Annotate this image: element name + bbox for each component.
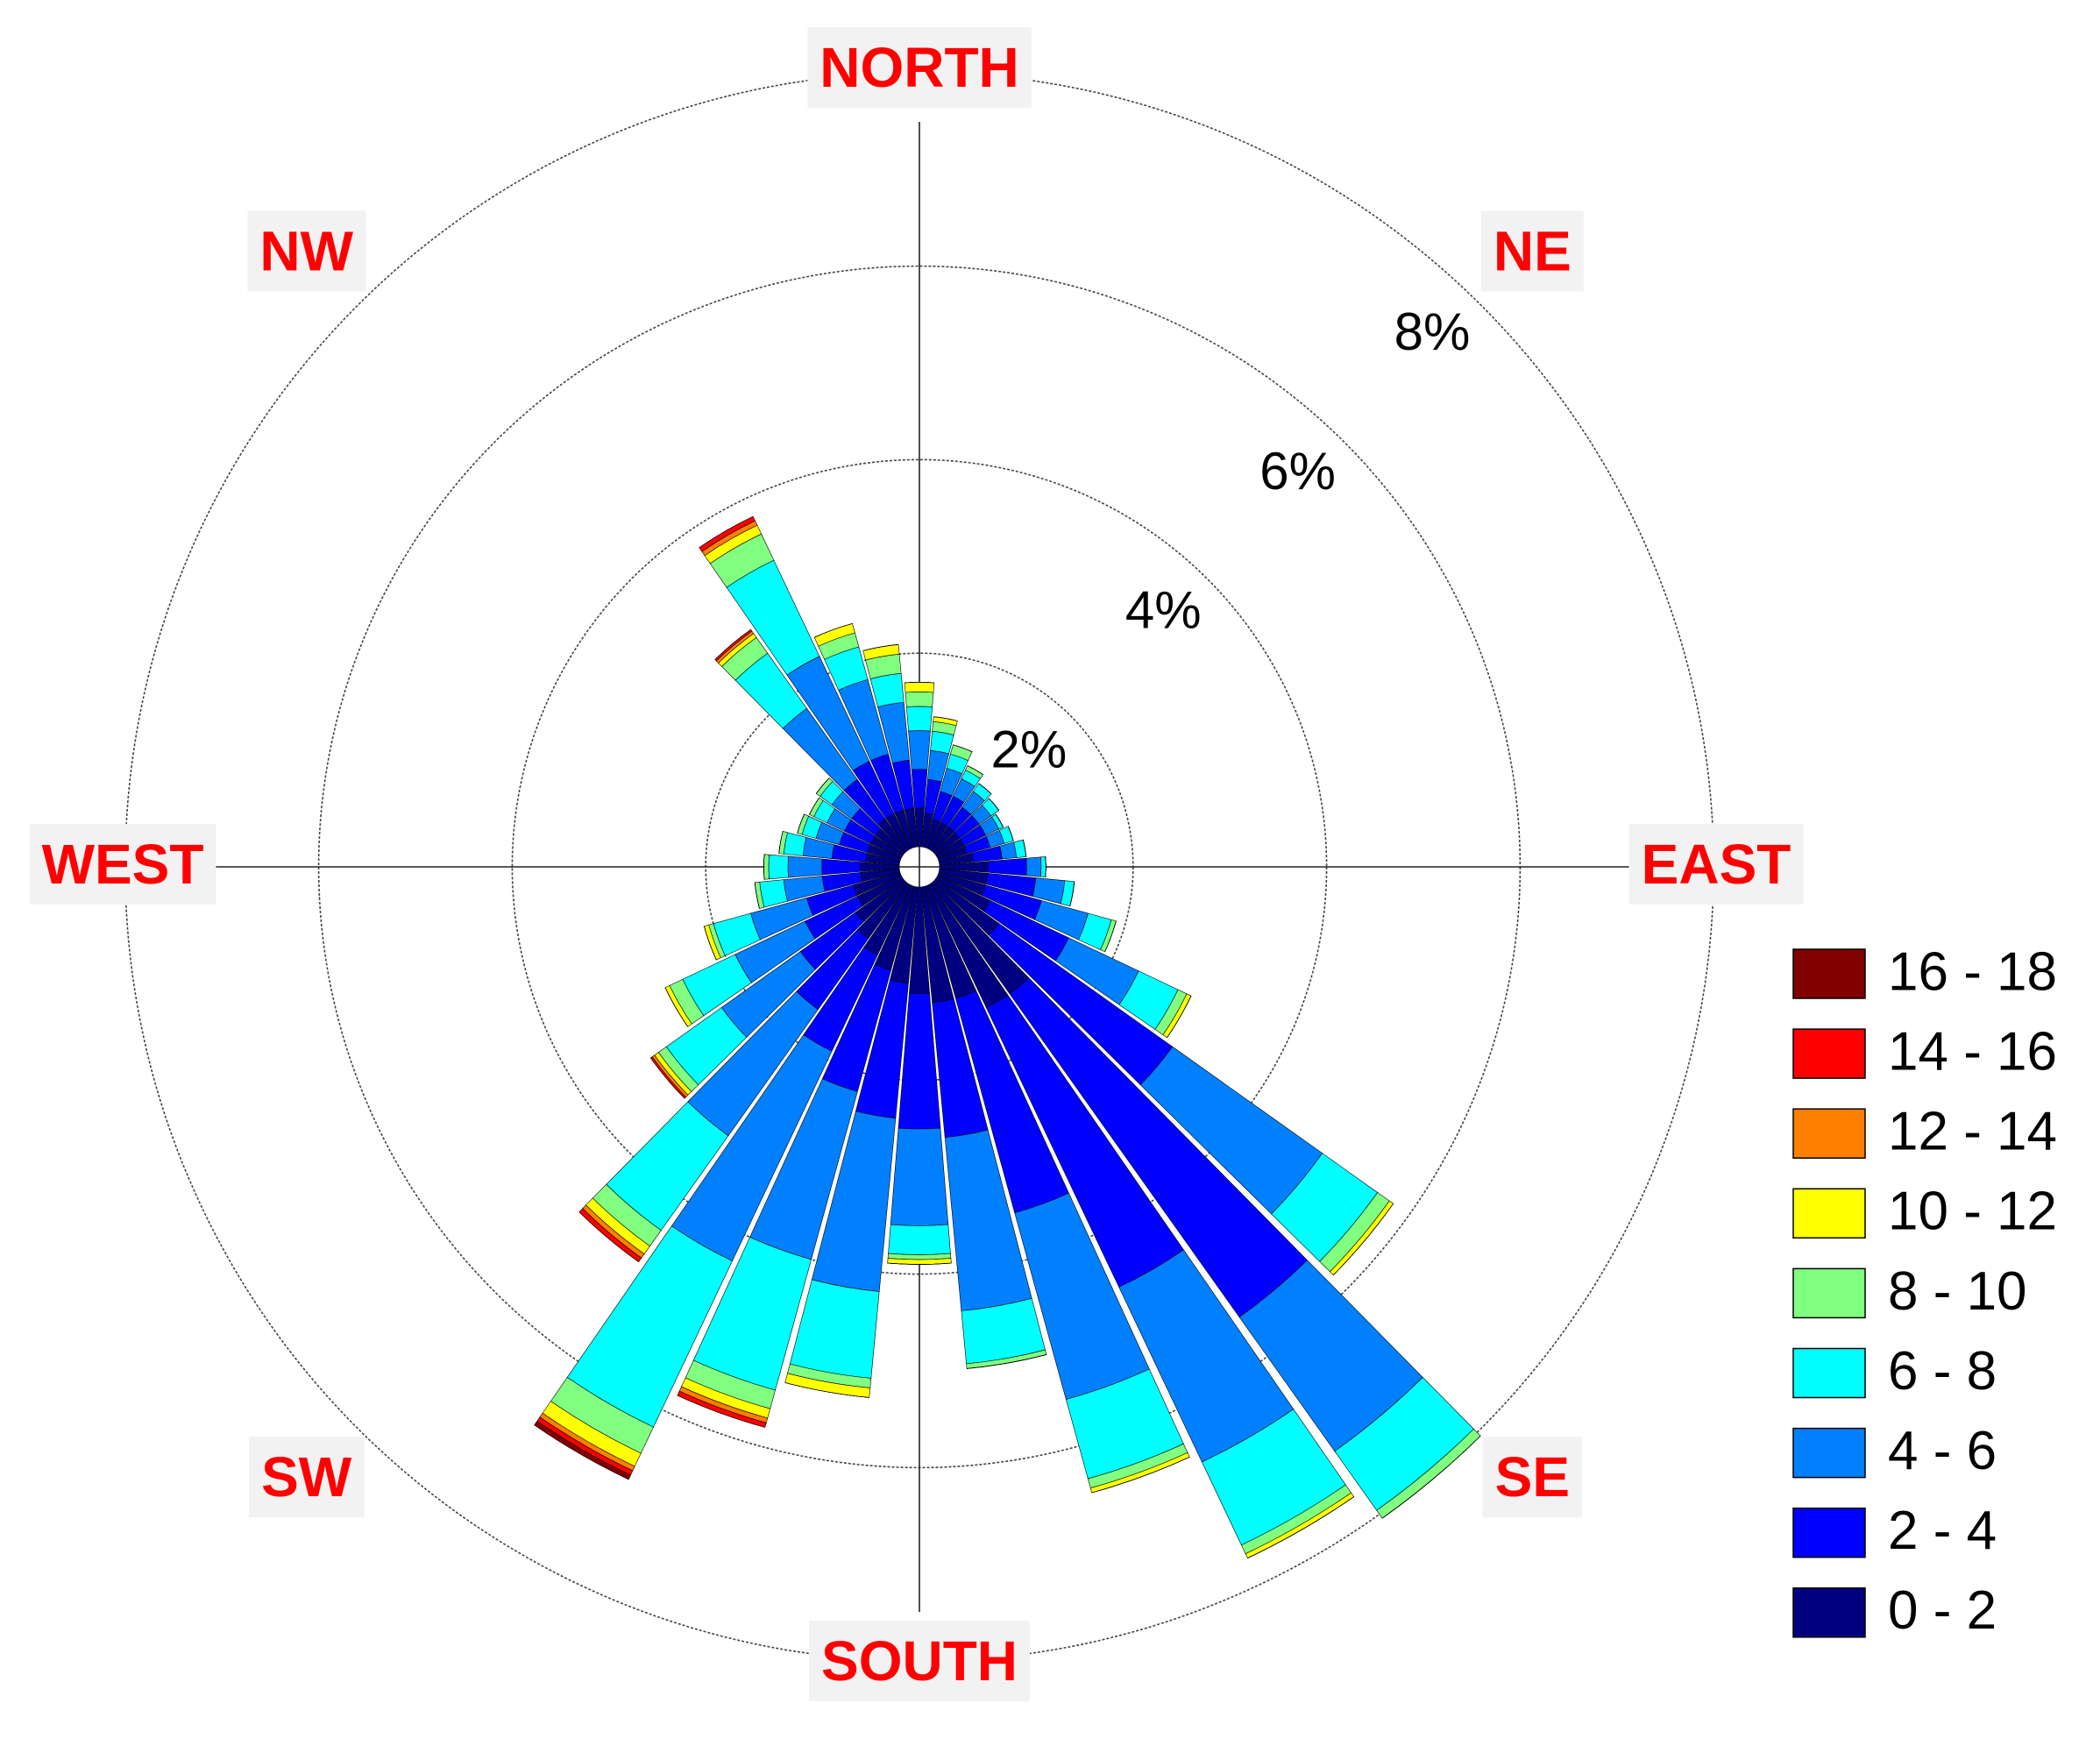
- compass-label-group: NE: [1480, 210, 1584, 292]
- legend-label: 10 - 12: [1888, 1182, 2057, 1242]
- wind-segment: [821, 858, 862, 876]
- compass-label: EAST: [1642, 833, 1791, 896]
- wind-segment: [887, 1262, 952, 1265]
- compass-label: SW: [261, 1445, 352, 1508]
- compass-label: NW: [259, 220, 353, 283]
- compass-label-box: [809, 1620, 1030, 1701]
- legend-label: 14 - 16: [1888, 1021, 2057, 1082]
- wind-segment: [763, 854, 765, 880]
- compass-label-box: [1482, 1437, 1583, 1518]
- wind-segment: [814, 623, 853, 638]
- wind-segment: [789, 1279, 880, 1379]
- wind-segment: [911, 769, 928, 809]
- wind-segment: [869, 672, 905, 707]
- wind-segment: [1025, 856, 1042, 877]
- legend-label: 16 - 18: [1888, 941, 2057, 1002]
- wind-segment: [890, 1127, 949, 1226]
- compass-label-box: [807, 26, 1032, 108]
- wind-segment: [1007, 826, 1014, 841]
- legend-swatch: [1792, 1347, 1866, 1399]
- legend-swatch: [1792, 1427, 1866, 1479]
- wedges: [534, 515, 1481, 1559]
- legend-label: 0 - 2: [1888, 1580, 1997, 1641]
- compass-label: NORTH: [819, 36, 1019, 99]
- compass-label-group: WEST: [29, 823, 216, 905]
- wind-segment: [787, 855, 823, 878]
- compass-label-group: SW: [249, 1437, 365, 1518]
- wind-segment: [1040, 856, 1046, 877]
- legend-label: 6 - 8: [1888, 1341, 1997, 1402]
- wind-segment: [888, 1224, 951, 1255]
- compass-label-box: [1480, 210, 1584, 292]
- wind-segment: [1104, 920, 1117, 953]
- wind-segment: [999, 841, 1018, 860]
- wind-segment: [908, 730, 931, 770]
- wind-segment: [905, 706, 933, 732]
- ring-label: 2%: [991, 720, 1068, 779]
- wind-segment: [989, 798, 999, 811]
- legend-swatch: [1792, 1028, 1866, 1079]
- compass-label-box: [247, 210, 366, 292]
- wind-segment: [930, 730, 954, 755]
- compass-label-box: [249, 1437, 365, 1518]
- compass-label-group: NORTH: [807, 26, 1032, 108]
- legend-label: 2 - 4: [1888, 1501, 1997, 1561]
- legend-label: 8 - 10: [1888, 1261, 2027, 1322]
- wind-segment: [1167, 996, 1192, 1039]
- wind-segment: [768, 854, 789, 880]
- compass-label-group: NW: [247, 210, 366, 292]
- ring-label: 8%: [1394, 302, 1471, 361]
- wind-segment: [754, 882, 760, 909]
- compass-label: NE: [1493, 220, 1571, 283]
- legend-swatch: [1792, 948, 1866, 999]
- compass-label: SE: [1495, 1445, 1570, 1508]
- wind-segment: [534, 1420, 631, 1480]
- wind-segment: [995, 813, 1004, 827]
- wind-segment: [714, 629, 751, 660]
- compass-label: WEST: [42, 833, 204, 896]
- ring-label: 4%: [1125, 581, 1202, 640]
- ring-label: 6%: [1259, 442, 1336, 500]
- compass-label-group: EAST: [1628, 823, 1804, 905]
- legend-label: 4 - 6: [1888, 1421, 1997, 1481]
- legend-label: 12 - 14: [1888, 1102, 2057, 1162]
- wind-segment: [987, 857, 1027, 877]
- wind-segment: [759, 879, 788, 908]
- legend-swatch: [1792, 1108, 1866, 1159]
- wind-segment: [783, 832, 807, 856]
- compass-label-group: SOUTH: [809, 1620, 1030, 1701]
- legend-swatch: [1792, 1188, 1866, 1239]
- wind-segment: [1333, 1203, 1394, 1275]
- wind-segment: [904, 682, 935, 693]
- legend-swatch: [1792, 1507, 1866, 1558]
- compass-label-group: SE: [1482, 1437, 1583, 1518]
- wind-segment: [763, 854, 770, 880]
- legend: 0 - 2 2 - 4 4 - 6 6 - 8 8 - 10 10 - 12 12 - 14…: [1792, 941, 2057, 1641]
- legend-swatch: [1792, 1267, 1866, 1319]
- wind-segment: [778, 831, 784, 854]
- legend-swatch: [1792, 1587, 1866, 1638]
- compass-label-box: [29, 823, 216, 905]
- compass-label: SOUTH: [821, 1629, 1018, 1693]
- wind-segment: [905, 692, 934, 707]
- compass-label-box: [1628, 823, 1804, 905]
